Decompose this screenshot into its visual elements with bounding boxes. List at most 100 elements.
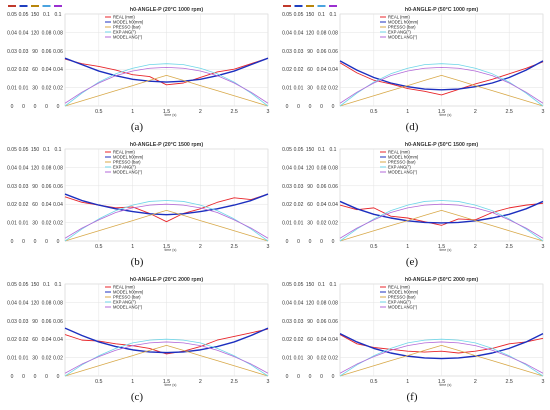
legend-label: MODEL h0(mm)	[388, 20, 419, 25]
y-tick-label: 0.06	[328, 49, 338, 55]
y-tick-label: 60	[32, 202, 38, 208]
y-tick-label: 0.01	[282, 86, 292, 92]
y-tick-label: 0.05	[19, 147, 29, 153]
y-tick-label: 0	[34, 239, 37, 245]
y-tick-label: 60	[307, 202, 313, 208]
y-tick-label: 0	[11, 239, 14, 245]
y-tick-label: 0.1	[318, 282, 325, 288]
y-tick-label: 0.06	[328, 184, 338, 190]
chart-panel: h0-ANGLE-P (20°C 1000 rpm) 0.05 0.05 150 0.1…	[2, 2, 272, 136]
y-tick-label: 0	[45, 374, 48, 380]
y-tick-label: 0.08	[42, 30, 52, 36]
legend-label: EXP ANG(°)	[113, 300, 136, 305]
y-tick-label: 150	[306, 147, 315, 153]
chart-title: h0-ANGLE-P (20°C 1500 rpm)	[130, 142, 203, 148]
y-tick-label: 60	[307, 337, 313, 343]
panel-caption: (b)	[130, 256, 144, 268]
y-tick-label: 0.08	[317, 300, 327, 306]
line-chart: h0-ANGLE-P (50°C 2000 rpm)0.05 0.05 150 0.1…	[282, 277, 544, 387]
x-tick-label: 1	[131, 379, 134, 385]
y-tick-label: 0.03	[282, 49, 292, 55]
y-tick-label: 0	[57, 239, 60, 245]
line-chart: h0-ANGLE-P (20°C 2000 rpm)0.05 0.05 150 0.1…	[7, 277, 269, 387]
x-tick-label: 2.5	[505, 379, 512, 385]
y-tick-label: 0.04	[328, 67, 338, 73]
y-tick-label: 90	[32, 49, 38, 55]
y-tick-label: 0	[57, 374, 60, 380]
series-line-model-ang	[64, 203, 269, 239]
y-tick-label: 150	[31, 147, 40, 153]
y-tick-label: 0.02	[317, 221, 327, 227]
chart-panel: h0-ANGLE-P (50°C 2000 rpm) 0.05 0.05 150 0.1…	[277, 272, 547, 406]
y-tick-label: 0.01	[7, 86, 17, 92]
series-line-exp-ang	[64, 63, 269, 107]
series-line-model-h0-mm	[339, 200, 544, 224]
x-axis-label: time (s)	[165, 248, 177, 252]
y-tick-label: 0.05	[294, 282, 304, 288]
y-tick-label: 0.02	[317, 86, 327, 92]
y-tick-label: 0.04	[294, 30, 304, 36]
x-tick-label: 1	[406, 109, 409, 115]
y-tick-label: 120	[306, 30, 315, 36]
legend-label: MODEL h0(mm)	[388, 290, 419, 295]
series-line-real-mm	[64, 328, 269, 355]
y-tick-label: 0.01	[19, 356, 29, 362]
y-tick-label: 0	[320, 104, 323, 110]
x-tick-label: 3	[542, 244, 545, 250]
chart-panel: h0-ANGLE-P (50°C 1000 rpm) 0.05 0.05 150 0.1…	[277, 2, 547, 136]
y-tick-label: 120	[306, 300, 315, 306]
y-tick-label: 0	[309, 104, 312, 110]
x-tick-label: 0.5	[370, 379, 377, 385]
y-tick-label: 0.02	[42, 221, 52, 227]
x-tick-label: 1.5	[438, 244, 445, 250]
y-tick-label: 0.04	[42, 337, 52, 343]
y-tick-label: 0.05	[294, 147, 304, 153]
x-tick-label: 2	[199, 244, 202, 250]
series-line-model-h0-mm	[64, 193, 269, 216]
y-tick-label: 0.1	[43, 12, 50, 18]
x-tick-label: 2.5	[230, 109, 237, 115]
y-tick-label: 0.08	[317, 30, 327, 36]
x-tick-label: 0.5	[370, 244, 377, 250]
y-tick-label: 90	[307, 49, 313, 55]
series-line-exp-ang	[64, 338, 269, 377]
y-tick-label: 120	[306, 165, 315, 171]
y-tick-label: 0	[45, 104, 48, 110]
x-tick-label: 1.5	[163, 379, 170, 385]
x-tick-label: 1.5	[438, 379, 445, 385]
y-tick-label: 0.1	[330, 282, 337, 288]
x-tick-label: 1.5	[438, 109, 445, 115]
legend-label: PRESSO (bar)	[388, 160, 416, 165]
y-tick-label: 0.05	[7, 12, 17, 18]
y-tick-label: 0.08	[317, 165, 327, 171]
y-tick-label: 0.08	[53, 165, 63, 171]
series-line-model-ang	[339, 341, 544, 374]
y-tick-label: 0.1	[330, 12, 337, 18]
y-tick-label: 0.05	[282, 282, 292, 288]
y-tick-label: 90	[307, 184, 313, 190]
y-tick-label: 0.04	[282, 300, 292, 306]
y-tick-label: 0.05	[294, 12, 304, 18]
y-tick-label: 0.06	[317, 49, 327, 55]
y-tick-label: 0.04	[42, 67, 52, 73]
legend-label: EXP ANG(°)	[113, 30, 136, 35]
series-line-exp-ang	[339, 338, 544, 377]
x-tick-label: 0.5	[95, 244, 102, 250]
legend-label: PRESSO (bar)	[113, 25, 141, 30]
y-tick-label: 0.06	[53, 49, 63, 55]
y-tick-label: 0	[34, 374, 37, 380]
legend-label: MODEL h0(mm)	[388, 155, 419, 160]
y-tick-label: 0.05	[19, 282, 29, 288]
series-line-presso-bar	[339, 209, 544, 242]
y-tick-label: 0.02	[53, 356, 63, 362]
legend-label: REAL (mm)	[388, 150, 410, 155]
x-tick-label: 3	[267, 244, 270, 250]
y-tick-label: 0.04	[282, 165, 292, 171]
x-tick-label: 2.5	[230, 244, 237, 250]
y-tick-label: 0.03	[282, 184, 292, 190]
legend-label: EXP ANG(°)	[113, 165, 136, 170]
y-tick-label: 0.02	[53, 86, 63, 92]
y-tick-label: 0.01	[7, 221, 17, 227]
y-tick-label: 0.04	[328, 337, 338, 343]
y-tick-label: 0.04	[19, 30, 29, 36]
